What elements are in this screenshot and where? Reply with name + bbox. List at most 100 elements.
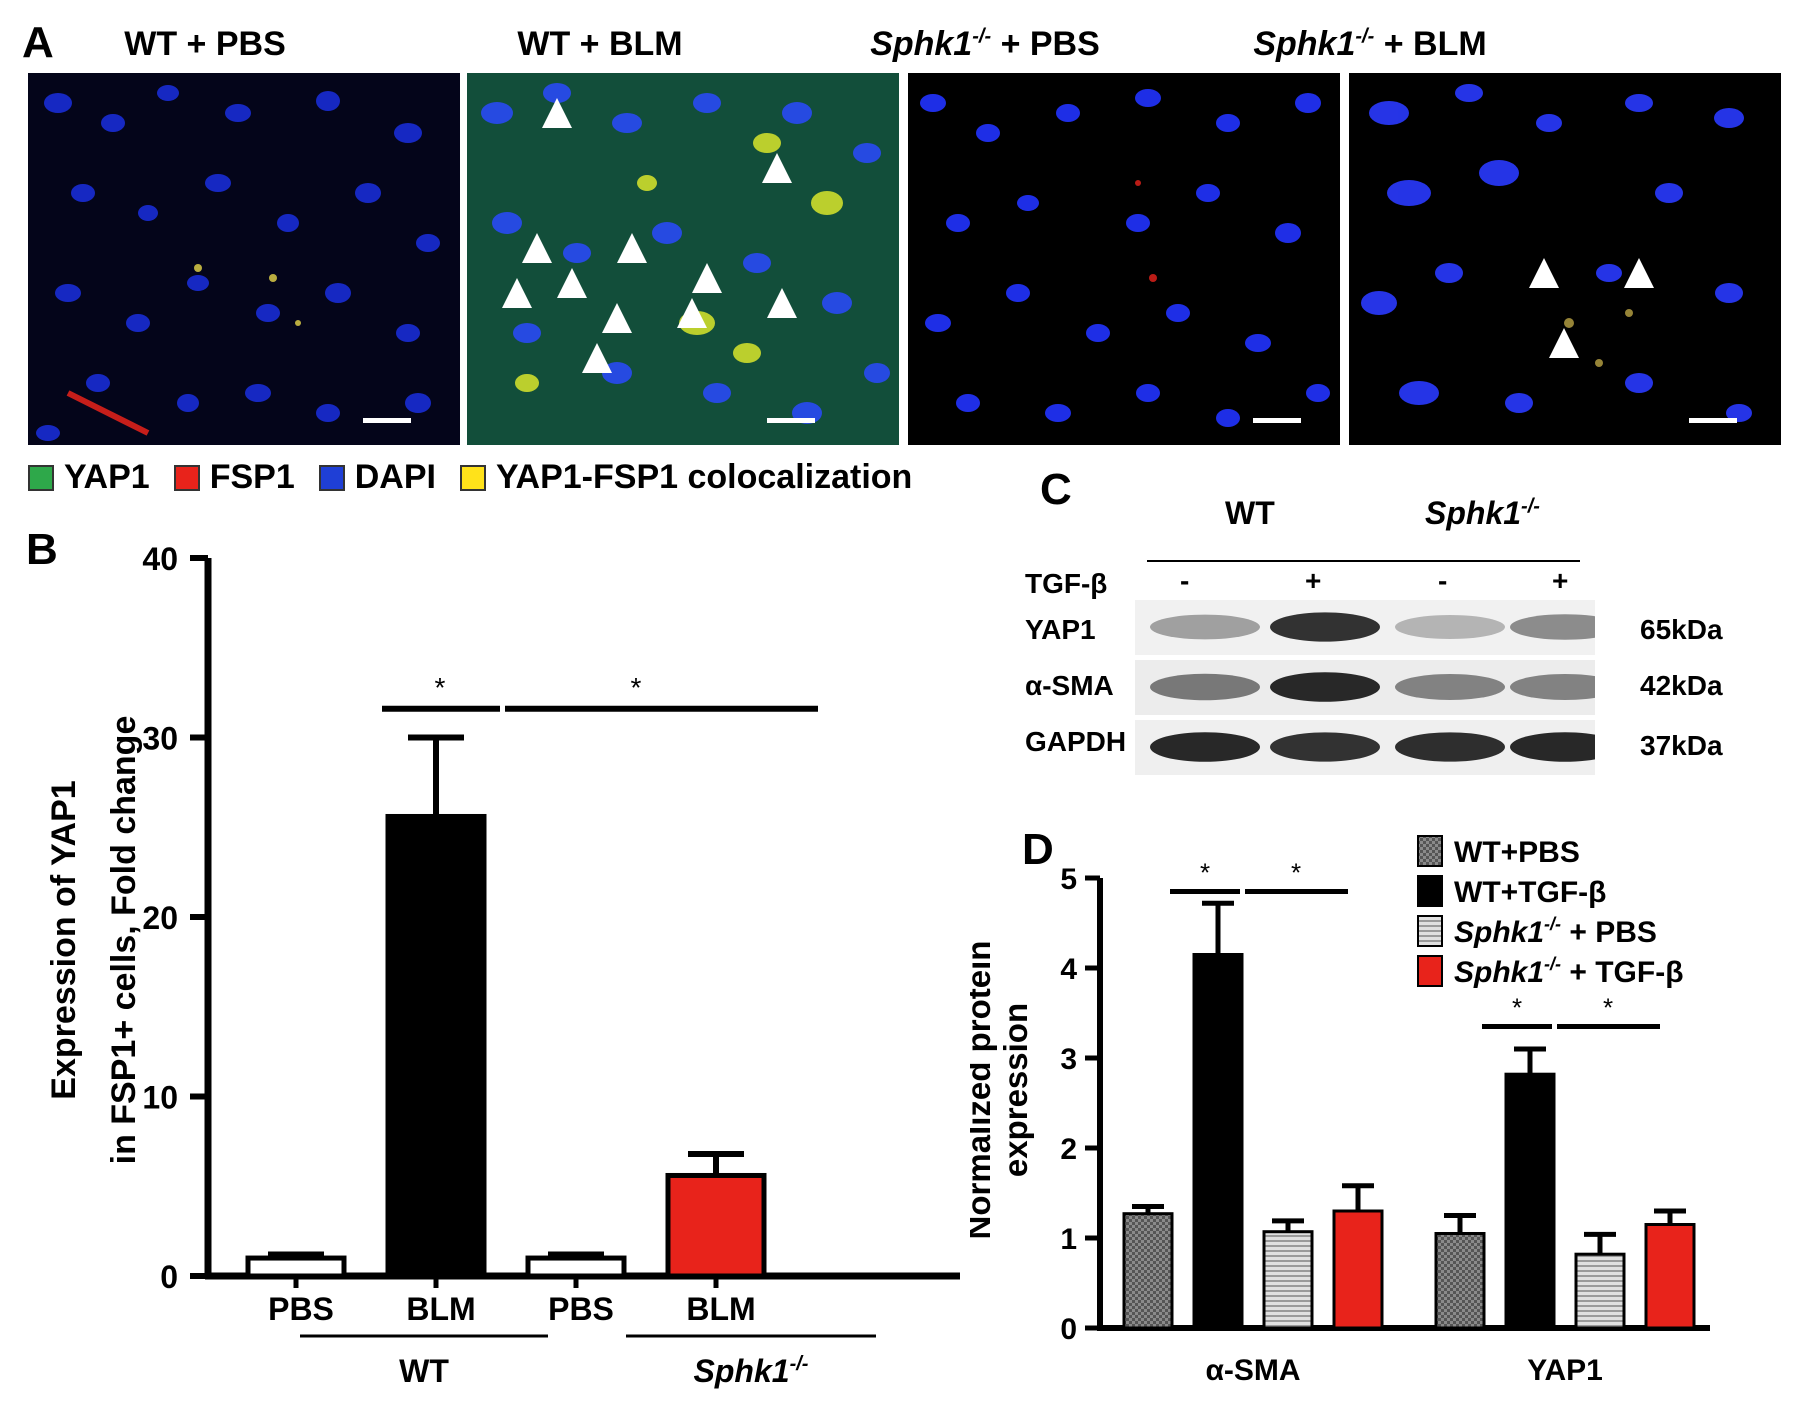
d-bar	[1504, 1072, 1556, 1330]
c-kda-yap1: 65kDa	[1640, 614, 1723, 645]
d-bar	[1574, 1252, 1626, 1330]
panel-a-legend: YAP1 FSP1 DAPI YAP1-FSP1 colocalization	[28, 458, 912, 497]
d-legend-label-wt-pbs: WT+PBS	[1454, 836, 1580, 869]
b-group-label-sphk1: Sphk1-/-	[694, 1353, 809, 1389]
panel-a4-title: Sphk1-/- + BLM	[1253, 25, 1487, 63]
legend-swatch-fsp1	[173, 464, 200, 491]
legend-swatch-yap1	[28, 464, 54, 491]
c-group-sphk1: Sphk1-/-	[1425, 495, 1540, 531]
c-group-wt: WT	[1225, 495, 1275, 531]
c-blot-band	[1270, 732, 1380, 762]
panel-b-chart: 0 10 20 30 40 * * Expression of YAP1 in FSP1+…	[45, 541, 960, 1389]
b-y-tick-label: 20	[142, 900, 178, 936]
micrograph-wt-blm	[467, 73, 899, 445]
b-group-label-wt: WT	[399, 1353, 449, 1389]
b-bar	[385, 813, 487, 1279]
b-ylabel-line1: Expression of YAP1	[45, 780, 83, 1099]
b-x-tick-label: BLM	[686, 1291, 755, 1327]
d-ylabel-line2: expression	[997, 1003, 1034, 1177]
c-blot-band	[1510, 614, 1595, 640]
c-sign-2: +	[1305, 565, 1322, 596]
b-y-tick-label: 30	[142, 721, 178, 757]
d-bar	[1122, 1212, 1174, 1330]
c-sign-4: +	[1552, 565, 1569, 596]
d-sig-star: *	[1200, 858, 1210, 888]
c-sign-3: -	[1438, 565, 1448, 596]
b-bar	[525, 1255, 627, 1279]
b-y-tick-label: 10	[142, 1080, 178, 1116]
legend-label-colocalization: YAP1-FSP1 colocalization	[495, 458, 913, 496]
b-x-tick-label: BLM	[406, 1291, 475, 1327]
b-sig-star-2: *	[631, 672, 642, 703]
b-sig-star-1: *	[435, 672, 446, 703]
b-x-tick-label: PBS	[548, 1291, 614, 1327]
panel-a2-title: WT + BLM	[517, 25, 683, 63]
micrograph-wt-pbs	[28, 73, 460, 445]
d-y-tick-label: 3	[1060, 1043, 1077, 1076]
panel-d-letter: D	[1022, 825, 1054, 874]
c-blot	[1135, 600, 1595, 775]
b-y-tick-label: 40	[142, 541, 178, 577]
c-line-wt	[1147, 560, 1372, 562]
c-blot-band	[1510, 732, 1595, 762]
d-legend-swatch-wt-tgf	[1417, 875, 1443, 907]
legend-label-fsp1: FSP1	[209, 458, 295, 496]
b-ylabel-line2: in FSP1+ cells, Fold change	[105, 716, 143, 1165]
c-sign-1: -	[1180, 565, 1190, 596]
d-ylabel-line1: Normalized protein	[970, 941, 997, 1240]
d-bar	[1434, 1232, 1486, 1330]
panel-c-letter: C	[1040, 465, 1072, 514]
b-bar	[245, 1255, 347, 1279]
d-sig-star: *	[1512, 993, 1522, 1023]
c-line-sphk1	[1370, 560, 1580, 562]
legend-label-yap1: YAP1	[64, 458, 150, 496]
legend-swatch-dapi	[318, 464, 345, 491]
d-legend-swatch-sphk1-pbs	[1417, 915, 1443, 947]
c-blot-band	[1510, 674, 1595, 700]
d-y-tick-label: 4	[1060, 953, 1077, 986]
panel-a-letter: A	[22, 18, 54, 67]
legend-swatch-colocalization	[459, 464, 486, 491]
panel-b-letter: B	[26, 525, 58, 574]
d-bar	[1332, 1209, 1384, 1330]
c-blot-band	[1395, 674, 1505, 700]
c-blot-band	[1395, 615, 1505, 639]
d-bar	[1644, 1223, 1696, 1330]
b-bar	[665, 1172, 767, 1279]
c-kda-asma: 42kDa	[1640, 670, 1723, 701]
d-x-tick-label: YAP1	[1527, 1354, 1603, 1387]
c-blot-band	[1270, 612, 1380, 642]
d-sig-star: *	[1291, 858, 1301, 888]
b-y-tick-label: 0	[160, 1259, 178, 1295]
d-legend-swatch-wt-pbs	[1417, 835, 1443, 867]
micrograph-sphk1-blm	[1349, 73, 1781, 445]
panel-a3-title: Sphk1-/- + PBS	[870, 25, 1100, 63]
b-x-tick-label: PBS	[268, 1291, 334, 1327]
d-y-tick-label: 0	[1060, 1313, 1077, 1346]
d-bar	[1192, 953, 1244, 1330]
d-y-tick-label: 5	[1060, 863, 1077, 896]
d-legend-label-sphk1-tgf: Sphk1-/- + TGF-β	[1454, 954, 1684, 989]
panel-a1-title: WT + PBS	[124, 25, 286, 63]
d-x-tick-label: α-SMA	[1205, 1354, 1300, 1387]
c-treatment-label: TGF-β	[1025, 568, 1108, 599]
c-blot-band	[1150, 673, 1260, 701]
d-y-tick-label: 1	[1060, 1223, 1077, 1256]
panel-d-chart: 0 1 2 3 4 5 * * * * Normalized protein expressio…	[970, 835, 1710, 1387]
c-row-label-asma: α-SMA	[1025, 670, 1114, 701]
d-bar	[1262, 1230, 1314, 1330]
c-blot-band	[1395, 732, 1505, 762]
c-blot-band	[1150, 614, 1260, 640]
c-blot-band	[1150, 732, 1260, 762]
d-legend-label-wt-tgf: WT+TGF-β	[1454, 876, 1606, 909]
d-legend-label-sphk1-pbs: Sphk1-/- + PBS	[1454, 914, 1657, 949]
c-kda-gapdh: 37kDa	[1640, 730, 1723, 761]
micrograph-sphk1-pbs	[908, 73, 1340, 445]
d-legend: WT+PBS WT+TGF-β Sphk1-/- + PBS Sphk1-/- …	[1417, 835, 1684, 989]
d-legend-swatch-sphk1-tgf	[1417, 955, 1443, 987]
d-y-tick-label: 2	[1060, 1133, 1077, 1166]
c-row-label-gapdh: GAPDH	[1025, 726, 1127, 757]
c-blot-band	[1270, 672, 1380, 702]
legend-label-dapi: DAPI	[354, 458, 436, 496]
c-row-label-yap1: YAP1	[1025, 614, 1096, 645]
